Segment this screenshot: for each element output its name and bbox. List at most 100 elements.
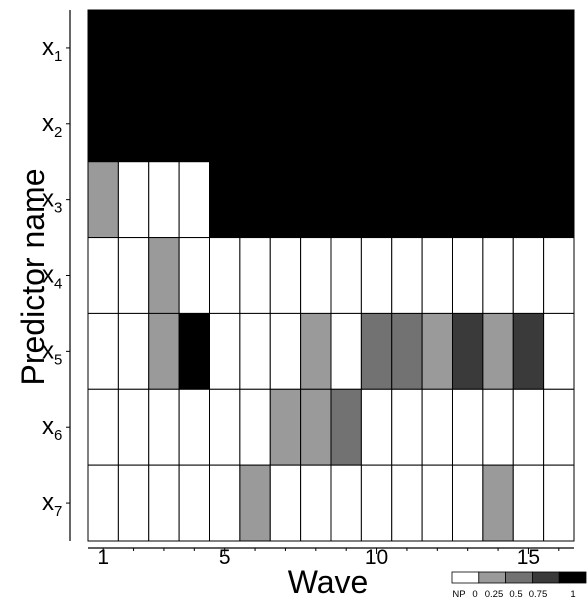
heatmap-cell — [482, 85, 514, 163]
heatmap-cell — [239, 388, 271, 466]
heatmap-cell — [452, 388, 484, 466]
row-label: x2 — [42, 110, 62, 141]
row-label: x3 — [42, 186, 62, 217]
heatmap-cell — [421, 85, 453, 163]
heatmap-cell — [87, 9, 119, 87]
legend-swatch — [532, 571, 560, 584]
x-axis-title: Wave — [288, 564, 369, 600]
heatmap-cell — [178, 9, 210, 87]
heatmap-cell — [209, 85, 241, 163]
heatmap-cell — [452, 85, 484, 163]
heatmap-cell — [117, 9, 150, 87]
heatmap-cell — [117, 161, 150, 239]
heatmap-cell — [300, 464, 332, 542]
heatmap-cell — [148, 161, 180, 239]
heatmap-cell — [360, 464, 393, 542]
heatmap-cell — [391, 312, 423, 390]
heatmap-cell — [117, 388, 150, 466]
heatmap-cell — [421, 312, 453, 390]
heatmap-cell — [452, 312, 484, 390]
heatmap-cell — [421, 9, 453, 87]
heatmap-cell — [148, 464, 180, 542]
heatmap-cell — [512, 85, 545, 163]
heatmap-cell — [239, 312, 271, 390]
heatmap-cell — [269, 388, 302, 466]
heatmap-cell — [330, 237, 362, 314]
heatmap-cell — [482, 9, 514, 87]
heatmap-cell — [87, 312, 119, 390]
heatmap-cell — [512, 237, 545, 314]
heatmap-cell — [330, 85, 362, 163]
heatmap-cell — [330, 464, 362, 542]
heatmap-cell — [209, 388, 241, 466]
heatmap-cell — [148, 9, 180, 87]
heatmap-cell — [391, 161, 423, 239]
heatmap-cell — [117, 237, 150, 314]
row-label: x6 — [42, 413, 62, 444]
heatmap-cell — [209, 161, 241, 239]
axes — [66, 10, 574, 554]
heatmap-cell — [178, 237, 210, 314]
heatmap-cell — [330, 9, 362, 87]
heatmap-cell — [300, 161, 332, 239]
heatmap-cell — [209, 9, 241, 87]
heatmap-cell — [148, 237, 180, 314]
heatmap-cell — [482, 161, 514, 239]
row-label: x5 — [42, 337, 62, 368]
heatmap-cell — [391, 388, 423, 466]
heatmap-cell — [452, 237, 484, 314]
heatmap-cell — [512, 9, 545, 87]
heatmap-cell — [452, 161, 484, 239]
x-tick-labels: 1 5 10 15 — [97, 546, 540, 569]
heatmap-cell — [512, 161, 545, 239]
heatmap-cell — [117, 85, 150, 163]
row-label: x1 — [42, 34, 62, 65]
heatmap-cell — [148, 85, 180, 163]
heatmap-cell — [239, 464, 271, 542]
heatmap-cell — [269, 9, 302, 87]
legend-label: 0.5 — [509, 589, 522, 600]
heatmap-cell — [269, 464, 302, 542]
heatmap-cell — [87, 85, 119, 163]
heatmap-cell — [269, 85, 302, 163]
legend-label: NP — [452, 589, 465, 600]
heatmap-cell — [330, 312, 362, 390]
heatmap-cell — [300, 237, 332, 314]
heatmap-cell — [421, 237, 453, 314]
row-label: x7 — [42, 489, 62, 520]
heatmap-cell — [391, 237, 423, 314]
legend-label: 1 — [570, 589, 575, 600]
heatmap-cell — [300, 312, 332, 390]
heatmap-cell — [148, 388, 180, 466]
heatmap-cell — [178, 85, 210, 163]
x-tick-label: 10 — [365, 546, 388, 569]
heatmap-cell — [512, 312, 545, 390]
heatmap-cell — [360, 85, 393, 163]
heatmap-cell — [360, 161, 393, 239]
heatmap-cell — [209, 237, 241, 314]
legend-label: 0.75 — [529, 589, 548, 600]
heatmap-cell — [300, 85, 332, 163]
heatmap-cell — [269, 312, 302, 390]
heatmap-cell — [360, 237, 393, 314]
heatmap-cell — [87, 237, 119, 314]
heatmap-cell — [360, 312, 393, 390]
heatmap-cell — [543, 85, 575, 163]
x-tick-label: 15 — [517, 546, 540, 569]
heatmap-cell — [300, 388, 332, 466]
legend-label: 0.25 — [485, 589, 504, 600]
heatmap-cell — [421, 388, 453, 466]
heatmap-cell — [178, 161, 210, 239]
heatmap-cell — [482, 237, 514, 314]
heatmap-cell — [178, 312, 210, 390]
heatmap-cells — [87, 9, 575, 542]
y-axis-title: Predictor name — [15, 169, 51, 386]
heatmap-cell — [178, 464, 210, 542]
heatmap-cell — [482, 312, 514, 390]
legend-label: 0 — [472, 589, 477, 600]
heatmap-cell — [87, 161, 119, 239]
heatmap-cell — [330, 388, 362, 466]
heatmap-cell — [391, 464, 423, 542]
heatmap-cell — [543, 464, 575, 542]
